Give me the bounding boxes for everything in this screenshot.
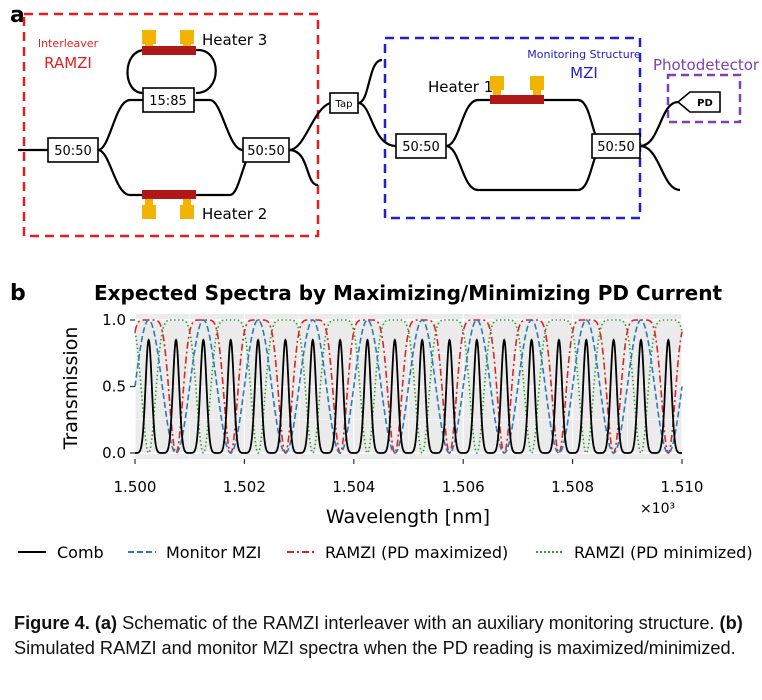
- coupler-1585-box: [142, 87, 195, 113]
- panel-b-label: b: [10, 281, 26, 306]
- heater-1: [490, 76, 544, 104]
- x-axis-multiplier: ×10³: [640, 501, 675, 517]
- coupler-mzi-in-box: [395, 133, 447, 159]
- pd-box: [666, 73, 742, 124]
- caption-b-text: Simulated RAMZI and monitor MZI spectra …: [14, 638, 736, 658]
- legend-monitor: Monitor MZI: [166, 543, 261, 562]
- pd-label: PD: [697, 98, 713, 109]
- mzi-box: [383, 36, 642, 220]
- legend: Comb Monitor MZI RAMZI (PD maximized) RA…: [18, 543, 753, 562]
- ramzi-title-line1: Interleaver: [38, 37, 99, 50]
- tap-box: [329, 92, 359, 114]
- legend-ramzi-min: RAMZI (PD minimized): [574, 543, 753, 562]
- heater-3: [142, 30, 196, 55]
- coupler-1585-label: 15:85: [149, 94, 186, 109]
- x-tick-label: 1.508: [551, 478, 594, 496]
- x-tick-label: 1.506: [442, 478, 485, 496]
- series-monitor-mzi: [134, 319, 683, 454]
- figure-canvas: a Interleaver RAMZI Monitoring Structure…: [10, 3, 760, 562]
- tap-label: Tap: [335, 99, 353, 110]
- x-tick-label: 1.510: [661, 478, 704, 496]
- caption-b-label: (b): [719, 613, 743, 633]
- pd-element: [676, 91, 721, 113]
- heater-2-label: Heater 2: [202, 205, 267, 223]
- coupler-mzi-out-box: [591, 133, 641, 159]
- coupler-ramzi-out-label: 50:50: [247, 144, 284, 159]
- heater-1-label: Heater 1: [428, 78, 493, 96]
- mzi-title-line2: MZI: [570, 64, 598, 82]
- panel-a-label: a: [10, 3, 25, 28]
- caption-a-label: (a): [94, 613, 118, 633]
- coupler-mzi-out-label: 50:50: [597, 140, 634, 155]
- heater-3-label: Heater 3: [202, 31, 267, 49]
- caption-a-text: Schematic of the RAMZI interleaver with …: [117, 613, 720, 633]
- x-axis-label: Wavelength [nm]: [326, 506, 490, 528]
- series-comb: [135, 338, 682, 454]
- y-axis-label: Transmission: [60, 327, 82, 451]
- y-tick-label: 0.5: [102, 378, 126, 396]
- chart-title: Expected Spectra by Maximizing/Minimizin…: [94, 281, 722, 305]
- legend-ramzi-max: RAMZI (PD maximized): [325, 543, 508, 562]
- coupler-in-label: 50:50: [54, 144, 91, 159]
- caption-fig-label: Figure 4.: [14, 613, 90, 633]
- mzi-title-line1: Monitoring Structure: [527, 48, 641, 61]
- x-tick-label: 1.502: [223, 478, 266, 496]
- coupler-in-box: [47, 137, 99, 163]
- x-tick-label: 1.500: [114, 478, 157, 496]
- coupler-mzi-in-label: 50:50: [402, 140, 439, 155]
- y-tick-label: 0.0: [102, 444, 126, 462]
- heater-2: [142, 190, 196, 219]
- spectrum-plot: 1.500 1.502 1.504 1.506 1.508 1.510 0.0 0.5 1.0: [102, 311, 703, 496]
- y-tick-label: 1.0: [102, 311, 126, 329]
- photodetector-title: Photodetector: [653, 56, 760, 74]
- ramzi-title-line2: RAMZI: [44, 54, 92, 72]
- ramzi-box: [22, 12, 320, 238]
- coupler-ramzi-out-box: [242, 137, 290, 163]
- figure-caption: Figure 4. (a) Schematic of the RAMZI int…: [14, 611, 754, 661]
- x-tick-label: 1.504: [332, 478, 375, 496]
- legend-comb: Comb: [57, 543, 104, 562]
